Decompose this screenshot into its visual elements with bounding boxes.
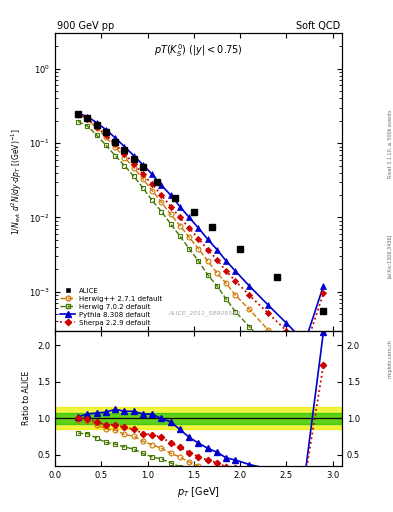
Y-axis label: Ratio to ALICE: Ratio to ALICE [22,371,31,425]
Text: ALICE_2011_S8909580: ALICE_2011_S8909580 [168,310,241,316]
Text: [arXiv:1306.3436]: [arXiv:1306.3436] [387,234,392,278]
Text: mcplots.cern.ch: mcplots.cern.ch [387,339,392,378]
Legend: ALICE, Herwig++ 2.7.1 default, Herwig 7.0.2 default, Pythia 8.308 default, Sherp: ALICE, Herwig++ 2.7.1 default, Herwig 7.… [59,286,163,327]
X-axis label: $p_{T}\ [\rm GeV]$: $p_{T}\ [\rm GeV]$ [177,485,220,499]
Y-axis label: $1/N_{\rm evt}\ d^{2}N/dy{\cdot}dp_{T}\ [(\rm GeV)^{-1}]$: $1/N_{\rm evt}\ d^{2}N/dy{\cdot}dp_{T}\ … [9,129,24,236]
Text: Soft QCD: Soft QCD [296,20,340,31]
Text: $pT(K^0_S)\ (|y| < 0.75)$: $pT(K^0_S)\ (|y| < 0.75)$ [154,42,243,59]
Text: Rivet 3.1.10, ≥ 500k events: Rivet 3.1.10, ≥ 500k events [387,109,392,178]
Text: 900 GeV pp: 900 GeV pp [57,20,114,31]
